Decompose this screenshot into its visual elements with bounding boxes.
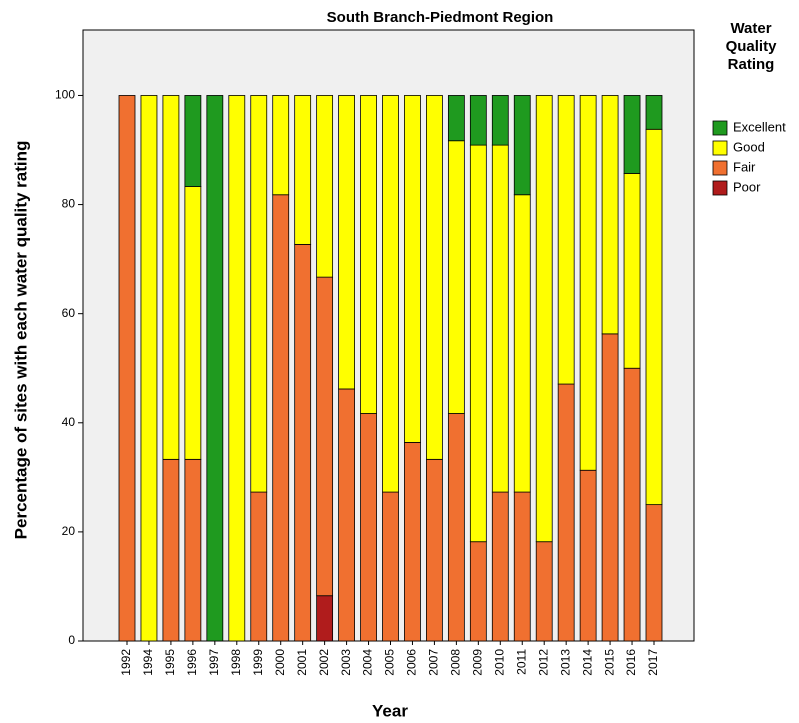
legend-swatch (712, 160, 728, 176)
bar-segment (316, 95, 334, 278)
bar-segment (294, 243, 312, 642)
y-tick-label: 40 (62, 415, 76, 429)
bar-segment (447, 95, 465, 142)
bar-segment (184, 95, 202, 187)
x-tick-label: 2004 (361, 649, 375, 676)
bar-segment (404, 95, 421, 443)
x-tick-label: 2002 (317, 649, 331, 676)
y-axis-label: Percentage of sites with each water qual… (11, 141, 30, 540)
bar-segment (294, 95, 312, 245)
bar-segment (623, 173, 641, 369)
bar-segment (469, 541, 487, 642)
y-tick-label: 60 (62, 306, 76, 320)
legend-swatch (712, 180, 728, 196)
bar-segment (316, 276, 334, 597)
x-tick-label: 2008 (449, 649, 463, 676)
bar-segment (579, 95, 597, 471)
x-tick-label: 2017 (646, 649, 660, 676)
bar-segment (206, 95, 224, 642)
bar-segment (184, 458, 202, 642)
bar-segment (162, 95, 180, 460)
y-tick-label: 100 (55, 88, 75, 102)
x-tick-label: 1994 (141, 649, 155, 676)
bar-segment (645, 95, 663, 130)
x-tick-label: 2014 (580, 649, 594, 676)
x-axis-label: Year (372, 701, 408, 720)
bar-segment (118, 95, 136, 642)
bar-segment (250, 491, 268, 642)
x-tick-label: 1999 (251, 649, 265, 676)
legend-label: Excellent (733, 119, 786, 134)
bar-segment (184, 186, 202, 460)
bar-segment (623, 95, 641, 174)
bar-segment (535, 541, 553, 642)
legend-title: Water Quality Rating (725, 20, 777, 73)
x-tick-label: 2013 (558, 649, 572, 676)
bar-segment (162, 458, 180, 642)
y-tick-label: 0 (68, 633, 75, 647)
x-tick-label: 2003 (339, 649, 353, 676)
bar-segment (579, 469, 597, 642)
x-tick-label: 2009 (471, 649, 485, 676)
x-tick-label: 2015 (602, 649, 616, 676)
x-tick-label: 2007 (427, 649, 441, 676)
legend-label: Poor (733, 179, 761, 194)
bar-segment (535, 95, 553, 543)
bar-segment (491, 95, 509, 146)
x-tick-label: 2012 (536, 649, 550, 676)
x-tick-label: 1992 (119, 649, 133, 676)
chart-title: South Branch-Piedmont Region (327, 9, 554, 26)
bar-segment (513, 491, 531, 642)
bar-segment (513, 194, 531, 493)
bar-segment (316, 595, 334, 642)
x-tick-label: 2000 (273, 649, 287, 676)
x-tick-label: 2005 (383, 649, 397, 676)
bar-segment (491, 491, 509, 642)
bar-segment (140, 95, 158, 642)
bar-segment (338, 388, 355, 642)
y-tick-label: 80 (62, 197, 76, 211)
bar-segment (623, 367, 641, 642)
bar-segment (382, 491, 399, 642)
x-tick-label: 2011 (514, 649, 528, 675)
bar-segment (382, 95, 399, 493)
x-tick-label: 2010 (492, 649, 506, 676)
x-tick-label: 2016 (624, 649, 638, 676)
bar-segment (404, 442, 421, 642)
bar-segment (272, 95, 290, 196)
x-tick-label: 1998 (229, 649, 243, 676)
bar-segment (557, 383, 575, 642)
bar-segment (250, 95, 268, 493)
bar-segment (491, 144, 509, 493)
bar-segment (426, 95, 443, 460)
bar-segment (645, 504, 663, 642)
y-tick-label: 20 (62, 524, 76, 538)
x-tick-label: 1997 (207, 649, 221, 676)
bar-segment (601, 333, 619, 642)
bar-segment (447, 413, 465, 642)
x-tick-label: 2006 (405, 649, 419, 676)
bar-segment (360, 413, 377, 642)
bar-segment (426, 458, 443, 642)
bar-segment (601, 95, 619, 335)
bar-segment (272, 194, 290, 642)
bar-segment (645, 128, 663, 506)
bar-segment (513, 95, 531, 196)
bar-segment (469, 144, 487, 543)
x-tick-label: 1995 (163, 649, 177, 676)
x-tick-label: 1996 (185, 649, 199, 676)
bar-segment (469, 95, 487, 146)
legend-swatch (712, 120, 728, 136)
bar-segment (228, 95, 246, 642)
legend-label: Good (733, 139, 765, 154)
bar-segment (360, 95, 377, 414)
legend-swatch (712, 140, 728, 156)
bar-segment (447, 140, 465, 414)
bar-segment (557, 95, 575, 385)
bar-segment (338, 95, 355, 390)
x-tick-label: 2001 (295, 649, 309, 676)
legend-label: Fair (733, 159, 756, 174)
